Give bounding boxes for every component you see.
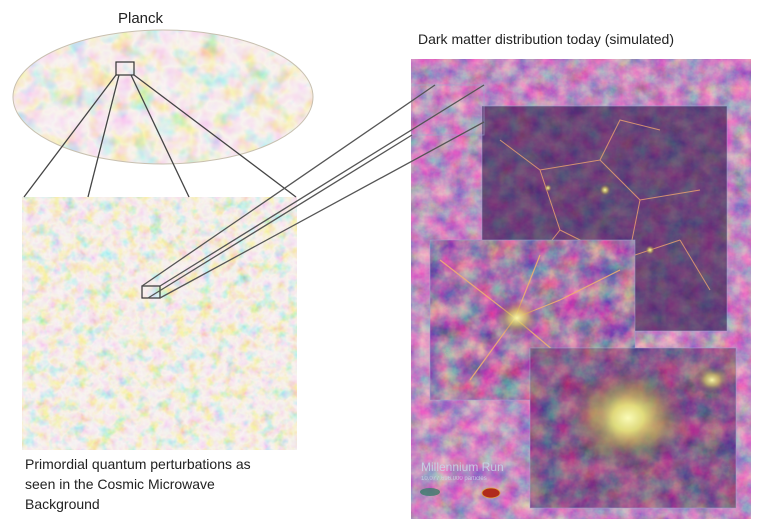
planck-zoom-box [115, 61, 135, 76]
cmb-caption-line: seen in the Cosmic Microwave [25, 476, 215, 492]
cmb-caption-line: Background [25, 496, 100, 512]
cmb-caption: Primordial quantum perturbations as seen… [25, 454, 325, 514]
zoom-line [23, 74, 117, 198]
planck-to-cmb-zoom-lines [23, 74, 297, 198]
simulation-logo [481, 487, 501, 499]
zoom-line [87, 74, 120, 198]
zoom-line [130, 74, 190, 198]
dark-matter-panel [411, 59, 751, 519]
zoom-line [159, 121, 485, 299]
zoom-line [141, 84, 436, 287]
simulation-credit: 10.077.696.000 particles [421, 476, 487, 482]
cmb-to-darkmatter-zoom-lines [141, 84, 485, 299]
cmb-caption-line: Primordial quantum perturbations as [25, 456, 251, 472]
cmb-zoom-box [141, 285, 161, 299]
dark-matter-title: Dark matter distribution today (simulate… [418, 31, 674, 47]
simulation-name: Millennium Run [421, 460, 504, 474]
zoom-line [159, 84, 485, 287]
halo-core [566, 366, 690, 470]
cmb-zoom-map [22, 197, 297, 450]
zoom-line [147, 134, 413, 299]
zoom-line [133, 74, 297, 198]
planck-title: Planck [118, 10, 164, 27]
